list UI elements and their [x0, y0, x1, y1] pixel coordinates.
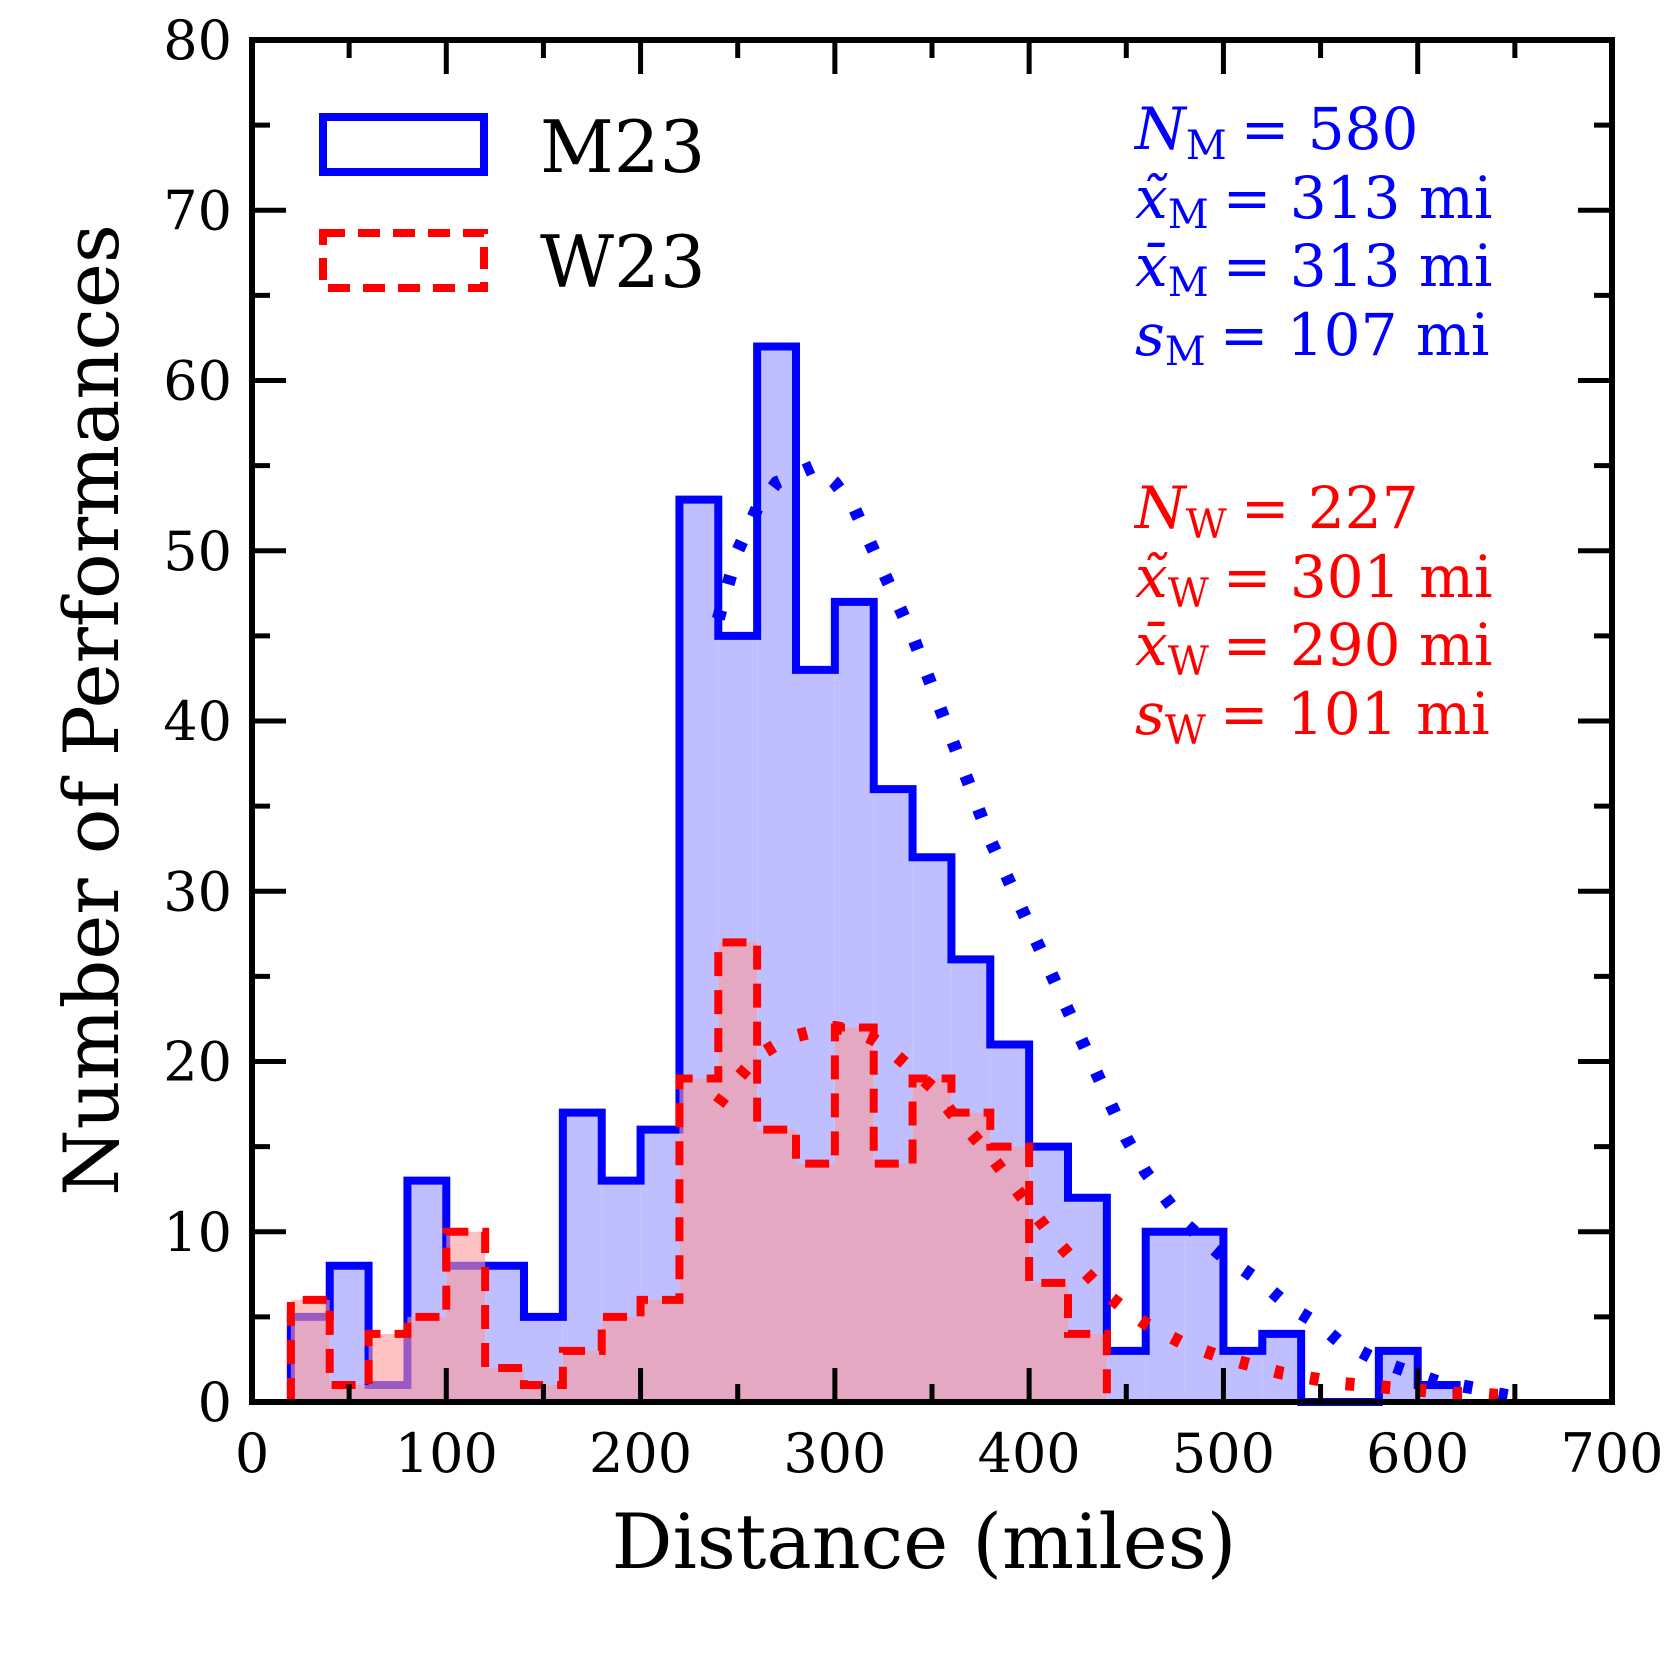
x-tick-label: 200: [589, 1422, 692, 1485]
y-tick-label: 50: [163, 520, 232, 583]
x-tick-label: 500: [1172, 1422, 1275, 1485]
legend-label-m23: M23: [540, 105, 705, 189]
axis-ticks: [249, 37, 1615, 1405]
bar-w23: [796, 1163, 835, 1402]
stats-men: NM = 580 x̃M = 313 mi x̄M = 313 mi sM = 107 …: [1133, 95, 1492, 375]
stat-mean-men: x̄M = 313 mi: [1135, 232, 1492, 306]
x-axis-label: Distance (miles): [612, 1497, 1237, 1586]
bar-w23: [562, 1350, 602, 1402]
stat-median-men: x̃M = 313 mi: [1135, 164, 1492, 238]
bar-m23: [1417, 1384, 1457, 1402]
x-tick-label: 600: [1366, 1422, 1469, 1485]
bar-w23: [990, 1146, 1030, 1402]
plot-area: [286, 342, 1461, 1406]
bar-w23: [640, 1299, 680, 1402]
x-tick-label: 700: [1560, 1422, 1663, 1485]
fit-curve-w23: [713, 1020, 1515, 1402]
y-tick-label: 0: [198, 1371, 232, 1434]
bar-w23: [757, 1129, 796, 1402]
step-outline-w23: [286, 938, 1111, 1402]
x-tick-label: 400: [978, 1422, 1081, 1485]
x-tick-label: 0: [235, 1422, 269, 1485]
y-tick-label: 70: [163, 179, 232, 242]
bar-w23: [1029, 1282, 1068, 1402]
y-tick-label: 10: [163, 1201, 232, 1264]
bar-w23: [679, 1078, 719, 1402]
bar-w23: [485, 1367, 524, 1402]
bar-w23: [718, 942, 758, 1402]
bar-m23: [1145, 1231, 1185, 1402]
legend: M23 W23: [319, 105, 706, 304]
bar-w23: [368, 1333, 408, 1402]
fit-curves: [712, 458, 1516, 1404]
y-axis-label: Number of Performances: [47, 224, 136, 1196]
bar-w23: [601, 1316, 641, 1402]
y-tick-label: 60: [163, 350, 232, 413]
stat-median-women: x̃W = 301 mi: [1135, 543, 1493, 617]
bar-m23: [1378, 1350, 1418, 1402]
legend-swatch-m23: [319, 113, 488, 176]
x-tick-label: 300: [783, 1422, 886, 1485]
bar-w23: [407, 1316, 447, 1402]
y-tick-label: 30: [163, 860, 232, 923]
bar-w23: [951, 1112, 991, 1402]
bar-w23: [912, 1078, 952, 1402]
y-tick-label: 20: [163, 1031, 232, 1094]
stat-n-men: NM = 580: [1133, 95, 1418, 169]
series-w23: [286, 938, 1111, 1402]
bar-w23: [873, 1163, 913, 1402]
y-tick-label: 80: [163, 9, 232, 72]
bar-w23: [1068, 1333, 1107, 1402]
bar-m23: [329, 1265, 369, 1402]
y-tick-label: 40: [163, 690, 232, 753]
stat-n-women: NW = 227: [1133, 474, 1419, 548]
bar-w23: [290, 1299, 330, 1402]
bar-w23: [834, 1027, 874, 1402]
legend-swatch-w23: [319, 229, 488, 292]
stats-women: NW = 227 x̃W = 301 mi x̄W = 290 mi sW = 101 …: [1133, 474, 1493, 754]
stat-mean-women: x̄W = 290 mi: [1135, 611, 1493, 685]
stat-sd-women: sW = 101 mi: [1135, 680, 1490, 754]
legend-label-w23: W23: [540, 220, 706, 304]
tick-labels: 0 100 200 300 400 500 600 700 0 10 20 30 40 50 60 70 80: [163, 9, 1663, 1485]
stat-sd-men: sM = 107 mi: [1135, 301, 1489, 375]
bar-w23: [446, 1231, 486, 1402]
x-tick-label: 100: [395, 1422, 498, 1485]
